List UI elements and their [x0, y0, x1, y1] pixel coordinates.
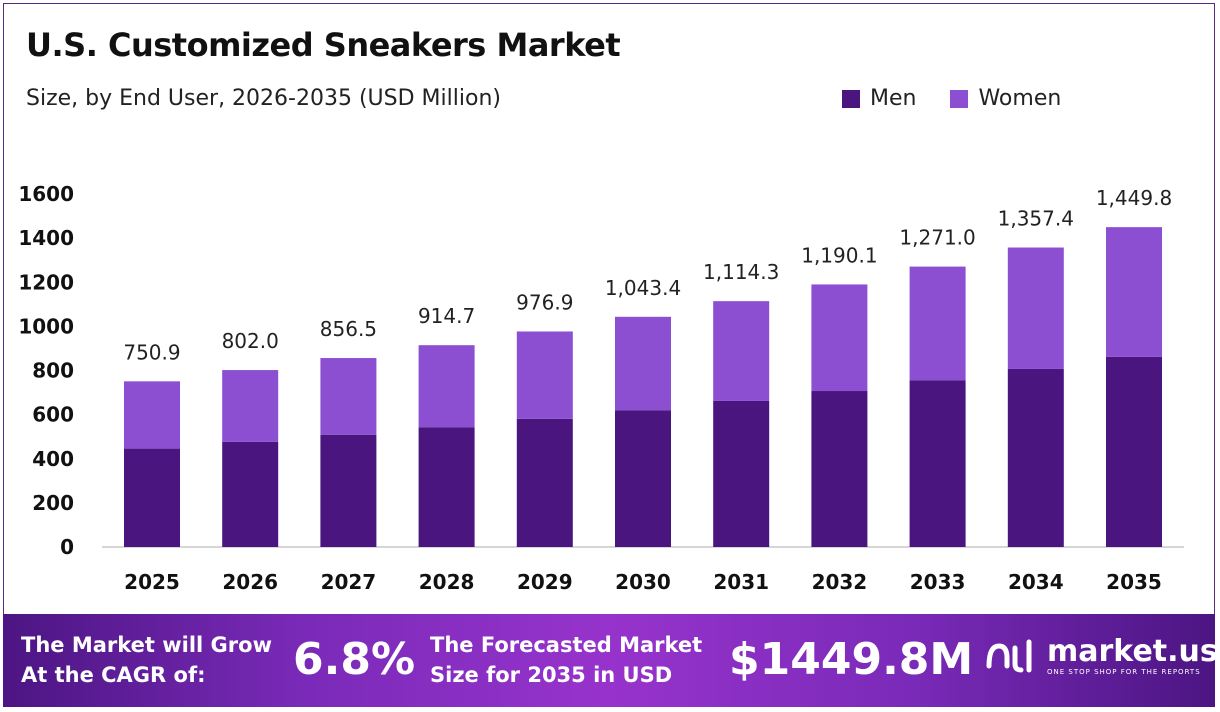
x-tick-label: 2031	[713, 570, 769, 594]
market-us-logo-icon	[986, 639, 1032, 673]
y-tick-label: 0	[60, 535, 74, 559]
cagr-caption-line2: At the CAGR of:	[21, 663, 206, 687]
data-label-2026: 802.0	[222, 329, 279, 353]
x-tick-label: 2030	[615, 570, 671, 594]
bar-men-2029	[516, 418, 573, 547]
bar-women-2032	[811, 284, 868, 392]
forecast-value: $1449.8M	[729, 634, 974, 685]
data-label-2025: 750.9	[123, 340, 180, 364]
data-label-2032: 1,190.1	[801, 243, 877, 267]
y-tick-label: 200	[32, 491, 74, 515]
y-tick-label: 600	[32, 403, 74, 427]
bar-men-2031	[713, 400, 770, 547]
cagr-caption: The Market will Grow At the CAGR of:	[21, 630, 272, 690]
logo-tagline: ONE STOP SHOP FOR THE REPORTS	[1047, 668, 1201, 676]
y-tick-label: 1600	[18, 182, 74, 206]
bar-women-2035	[1106, 227, 1162, 357]
x-tick-label: 2029	[517, 570, 573, 594]
y-tick-label: 1000	[18, 314, 74, 338]
y-tick-label: 1200	[18, 270, 74, 294]
bar-men-2028	[418, 427, 475, 547]
legend-swatch-women	[950, 89, 969, 108]
x-tick-label: 2025	[124, 570, 180, 594]
data-label-2035: 1,449.8	[1096, 186, 1172, 210]
data-label-2034: 1,357.4	[998, 207, 1074, 231]
bar-women-2030	[615, 316, 671, 411]
market-us-logo: market.us ONE STOP SHOP FOR THE REPORTS	[985, 636, 1218, 676]
x-tick-label: 2034	[1008, 570, 1064, 594]
cagr-value: 6.8%	[293, 634, 416, 685]
data-label-2028: 914.7	[418, 304, 475, 328]
legend: Men Women	[842, 86, 1061, 111]
x-tick-label: 2033	[910, 570, 966, 594]
x-tick-label: 2028	[419, 570, 475, 594]
bar-men-2035	[1106, 356, 1162, 547]
bar-men-2026	[222, 441, 279, 547]
bar-men-2033	[909, 380, 966, 547]
y-tick-label: 800	[32, 359, 74, 383]
bar-women-2026	[222, 370, 279, 442]
y-tick-label: 1400	[18, 226, 74, 250]
forecast-caption: The Forecasted Market Size for 2035 in U…	[430, 630, 702, 690]
bar-women-2027	[320, 358, 377, 435]
bar-women-2031	[713, 301, 770, 401]
bar-women-2028	[418, 345, 475, 428]
data-label-2031: 1,114.3	[703, 260, 779, 284]
bar-men-2034	[1007, 368, 1064, 547]
bar-men-2027	[320, 434, 377, 547]
legend-label-women: Women	[978, 86, 1062, 111]
data-label-2029: 976.9	[516, 290, 573, 314]
bar-men-2030	[615, 410, 671, 547]
bar-women-2025	[124, 381, 180, 449]
x-tick-label: 2027	[321, 570, 377, 594]
data-label-2033: 1,271.0	[899, 226, 975, 250]
x-tick-label: 2026	[222, 570, 278, 594]
bar-women-2029	[516, 331, 573, 419]
x-tick-label: 2035	[1106, 570, 1162, 594]
chart-subtitle: Size, by End User, 2026-2035 (USD Millio…	[26, 86, 501, 111]
legend-item-women: Women	[950, 86, 1061, 111]
legend-item-men: Men	[842, 86, 916, 111]
summary-banner: The Market will Grow At the CAGR of: 6.8…	[3, 614, 1218, 707]
data-label-2030: 1,043.4	[605, 276, 681, 300]
legend-label-men: Men	[870, 86, 917, 111]
x-tick-label: 2032	[812, 570, 868, 594]
forecast-caption-line1: The Forecasted Market	[430, 633, 703, 657]
bar-chart: 0 200 400 600 800 1000 1200 1400 1600 750.9 2025 80…	[18, 182, 1184, 594]
market-us-logo-text: market.us ONE STOP SHOP FOR THE REPORTS	[1047, 634, 1218, 677]
bar-men-2025	[124, 448, 180, 547]
chart-title: U.S. Customized Sneakers Market	[26, 26, 621, 64]
forecast-caption-line2: Size for 2035 in USD	[430, 663, 673, 687]
bar-men-2032	[811, 391, 868, 547]
bar-women-2034	[1007, 247, 1064, 369]
legend-swatch-men	[842, 89, 860, 108]
bar-women-2033	[909, 266, 966, 381]
data-label-2027: 856.5	[320, 317, 377, 341]
y-tick-label: 400	[32, 447, 74, 471]
logo-name: market.us	[1047, 634, 1218, 669]
cagr-caption-line1: The Market will Grow	[21, 633, 272, 657]
